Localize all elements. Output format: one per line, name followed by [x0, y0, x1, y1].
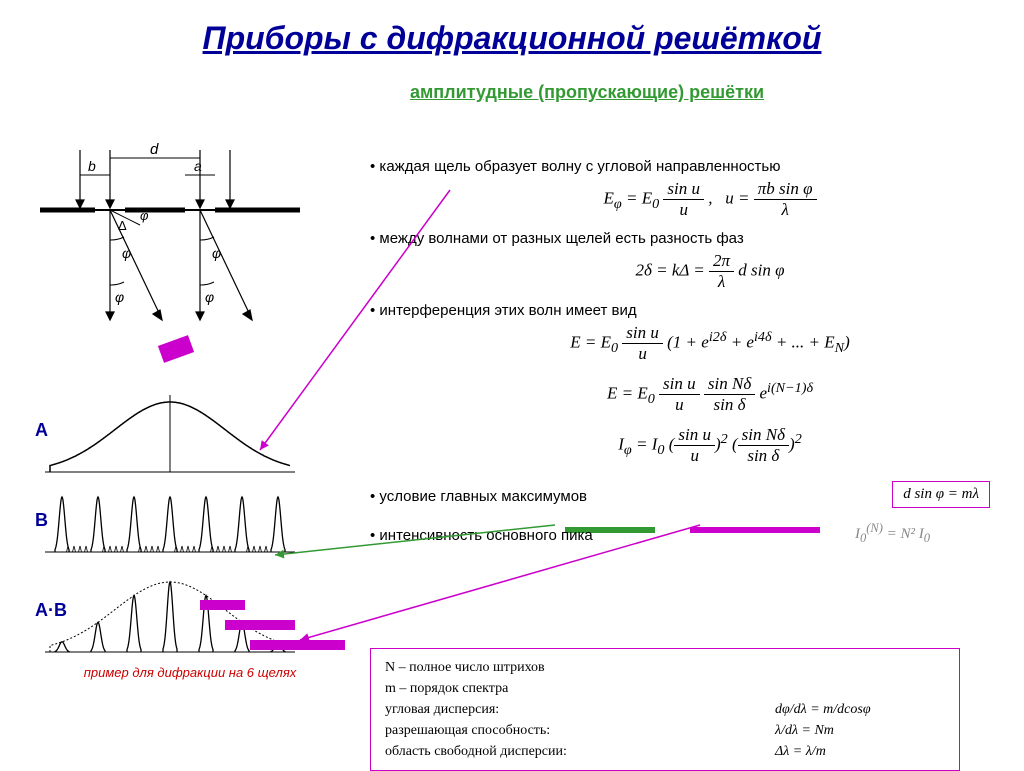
label-phi2: φ	[212, 245, 221, 261]
label-phi1: φ	[122, 245, 131, 261]
magenta-step-2	[225, 620, 295, 630]
label-B: B	[35, 510, 48, 531]
legend-free-val: Δλ = λ/m	[775, 741, 945, 762]
legend-m: m – порядок спектра	[385, 678, 945, 699]
bullet-5: интенсивность основного пика	[370, 527, 855, 544]
left-column: d b a φ φ Δ φ φ φ A B	[40, 140, 340, 680]
chart-comb-B	[40, 490, 300, 560]
bullet-2: между волнами от разных щелей есть разно…	[370, 230, 990, 247]
peak-formula: I0(N) = N² I0	[855, 521, 930, 546]
magenta-step-3	[250, 640, 345, 650]
subtitle: амплитудные (пропускающие) решётки	[150, 82, 1024, 103]
box-formula: d sin φ = mλ	[892, 481, 990, 508]
label-b: b	[88, 158, 96, 174]
bullet-3: интерференция этих волн имеет вид	[370, 302, 990, 319]
label-d: d	[150, 141, 159, 158]
label-phi5: φ	[205, 289, 214, 305]
page-title: Приборы с дифракционной решёткой	[0, 0, 1024, 57]
example-caption: пример для дифракции на 6 щелях	[40, 665, 340, 680]
magenta-step-1	[200, 600, 245, 610]
slit-diagram: d b a φ φ Δ φ φ φ	[40, 140, 300, 340]
bullet-1: каждая щель образует волну с угловой нап…	[370, 158, 990, 175]
label-phi4: φ	[115, 289, 124, 305]
right-column: каждая щель образует волну с угловой нап…	[370, 150, 990, 548]
legend-disp-label: угловая дисперсия:	[385, 699, 775, 720]
bullet-4: условие главных максимумов	[370, 488, 892, 505]
label-phi3: φ	[140, 208, 149, 223]
label-a: a	[194, 158, 202, 174]
legend-free-label: область свободной дисперсии:	[385, 741, 775, 762]
legend-box: N – полное число штрихов m – порядок спе…	[370, 648, 960, 771]
formula-3a: E = E0 sin uu (1 + ei2δ + ei4δ + ... + E…	[430, 323, 990, 364]
label-A: A	[35, 420, 48, 441]
label-AB: A·B	[35, 600, 67, 621]
chart-envelope-A	[40, 390, 300, 480]
formula-3c: Iφ = I0 (sin uu)2 (sin Nδsin δ)2	[430, 425, 990, 466]
formula-2: 2δ = kΔ = 2πλ d sin φ	[430, 251, 990, 292]
legend-disp-val: dφ/dλ = m/dcosφ	[775, 699, 945, 720]
legend-N: N – полное число штрихов	[385, 657, 945, 678]
formula-1: Eφ = E0 sin uu , u = πb sin φλ	[430, 179, 990, 220]
legend-res-val: λ/dλ = Nm	[775, 720, 945, 741]
legend-res-label: разрешающая способность:	[385, 720, 775, 741]
label-delta: Δ	[118, 218, 127, 233]
formula-3b: E = E0 sin uu sin Nδsin δ ei(N−1)δ	[430, 374, 990, 415]
